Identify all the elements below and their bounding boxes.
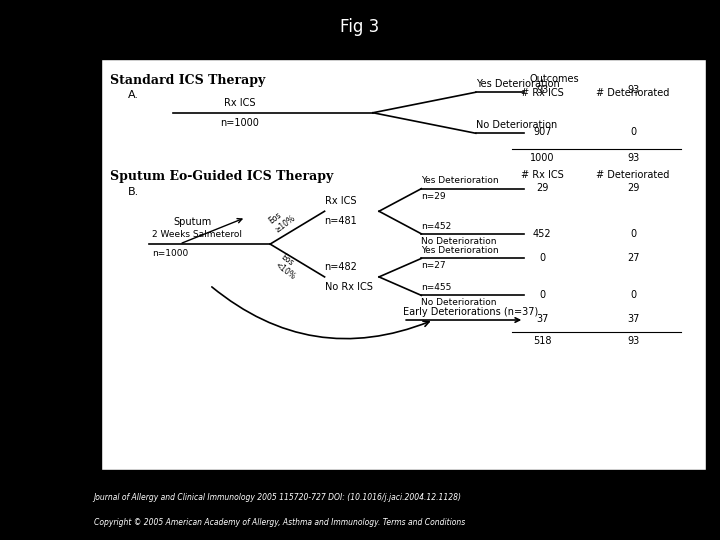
Text: 907: 907 <box>533 127 552 138</box>
Text: No Deterioration: No Deterioration <box>421 237 497 246</box>
FancyArrowPatch shape <box>212 287 429 339</box>
Text: Sputum Eo-Guided ICS Therapy: Sputum Eo-Guided ICS Therapy <box>110 170 333 183</box>
Text: No Deterioration: No Deterioration <box>476 120 557 130</box>
Text: Rx ICS: Rx ICS <box>325 197 356 206</box>
Text: No Rx ICS: No Rx ICS <box>325 282 372 292</box>
Text: 0: 0 <box>630 229 636 239</box>
Text: 37: 37 <box>536 314 549 324</box>
Text: n=482: n=482 <box>325 262 357 272</box>
Text: 2 Weeks Salmeterol: 2 Weeks Salmeterol <box>152 230 242 239</box>
Text: Fig 3: Fig 3 <box>341 18 379 36</box>
Text: 27: 27 <box>627 253 639 264</box>
Text: 93: 93 <box>536 85 549 95</box>
Text: n=452: n=452 <box>421 221 451 231</box>
Text: Outcomes: Outcomes <box>530 74 579 84</box>
Text: n=455: n=455 <box>421 283 451 292</box>
FancyBboxPatch shape <box>101 59 706 470</box>
Text: 0: 0 <box>539 291 545 300</box>
Text: 0: 0 <box>630 291 636 300</box>
Text: n=29: n=29 <box>421 192 446 200</box>
Text: 518: 518 <box>533 336 552 347</box>
Text: # Deteriorated: # Deteriorated <box>596 170 670 180</box>
Text: B.: B. <box>128 187 139 197</box>
Text: 93: 93 <box>627 153 639 163</box>
Text: Sputum: Sputum <box>174 217 212 226</box>
Text: Copyright © 2005 American Academy of Allergy, Asthma and Immunology. Terms and C: Copyright © 2005 American Academy of All… <box>94 518 465 527</box>
Text: Early Deteriorations (n=37): Early Deteriorations (n=37) <box>403 307 539 317</box>
Text: # Rx ICS: # Rx ICS <box>521 88 564 98</box>
Text: n=1000: n=1000 <box>152 249 189 258</box>
Text: # Deteriorated: # Deteriorated <box>596 88 670 98</box>
Text: n=481: n=481 <box>325 216 357 226</box>
Text: No Deterioration: No Deterioration <box>421 298 497 307</box>
Text: 37: 37 <box>627 314 639 324</box>
Text: 29: 29 <box>536 183 549 193</box>
Text: 0: 0 <box>539 253 545 264</box>
Text: 452: 452 <box>533 229 552 239</box>
Text: 29: 29 <box>627 183 639 193</box>
Text: 1000: 1000 <box>530 153 554 163</box>
Text: Standard ICS Therapy: Standard ICS Therapy <box>110 74 265 87</box>
Text: # Rx ICS: # Rx ICS <box>521 170 564 180</box>
Text: Yes Deterioration: Yes Deterioration <box>476 79 559 89</box>
Text: Eos
<10%: Eos <10% <box>273 252 303 281</box>
Text: n=27: n=27 <box>421 261 446 271</box>
Text: 93: 93 <box>627 85 639 95</box>
Text: Journal of Allergy and Clinical Immunology 2005 115720-727 DOI: (10.1016/j.jaci.: Journal of Allergy and Clinical Immunolo… <box>94 494 462 502</box>
Text: Yes Deterioration: Yes Deterioration <box>421 246 499 255</box>
Text: 93: 93 <box>627 336 639 347</box>
Text: Eos
≥10%: Eos ≥10% <box>267 205 297 234</box>
Text: 0: 0 <box>630 127 636 138</box>
Text: Rx ICS: Rx ICS <box>224 98 256 108</box>
Text: n=1000: n=1000 <box>220 118 259 127</box>
Text: A.: A. <box>128 90 139 100</box>
Text: Yes Deterioration: Yes Deterioration <box>421 177 499 185</box>
